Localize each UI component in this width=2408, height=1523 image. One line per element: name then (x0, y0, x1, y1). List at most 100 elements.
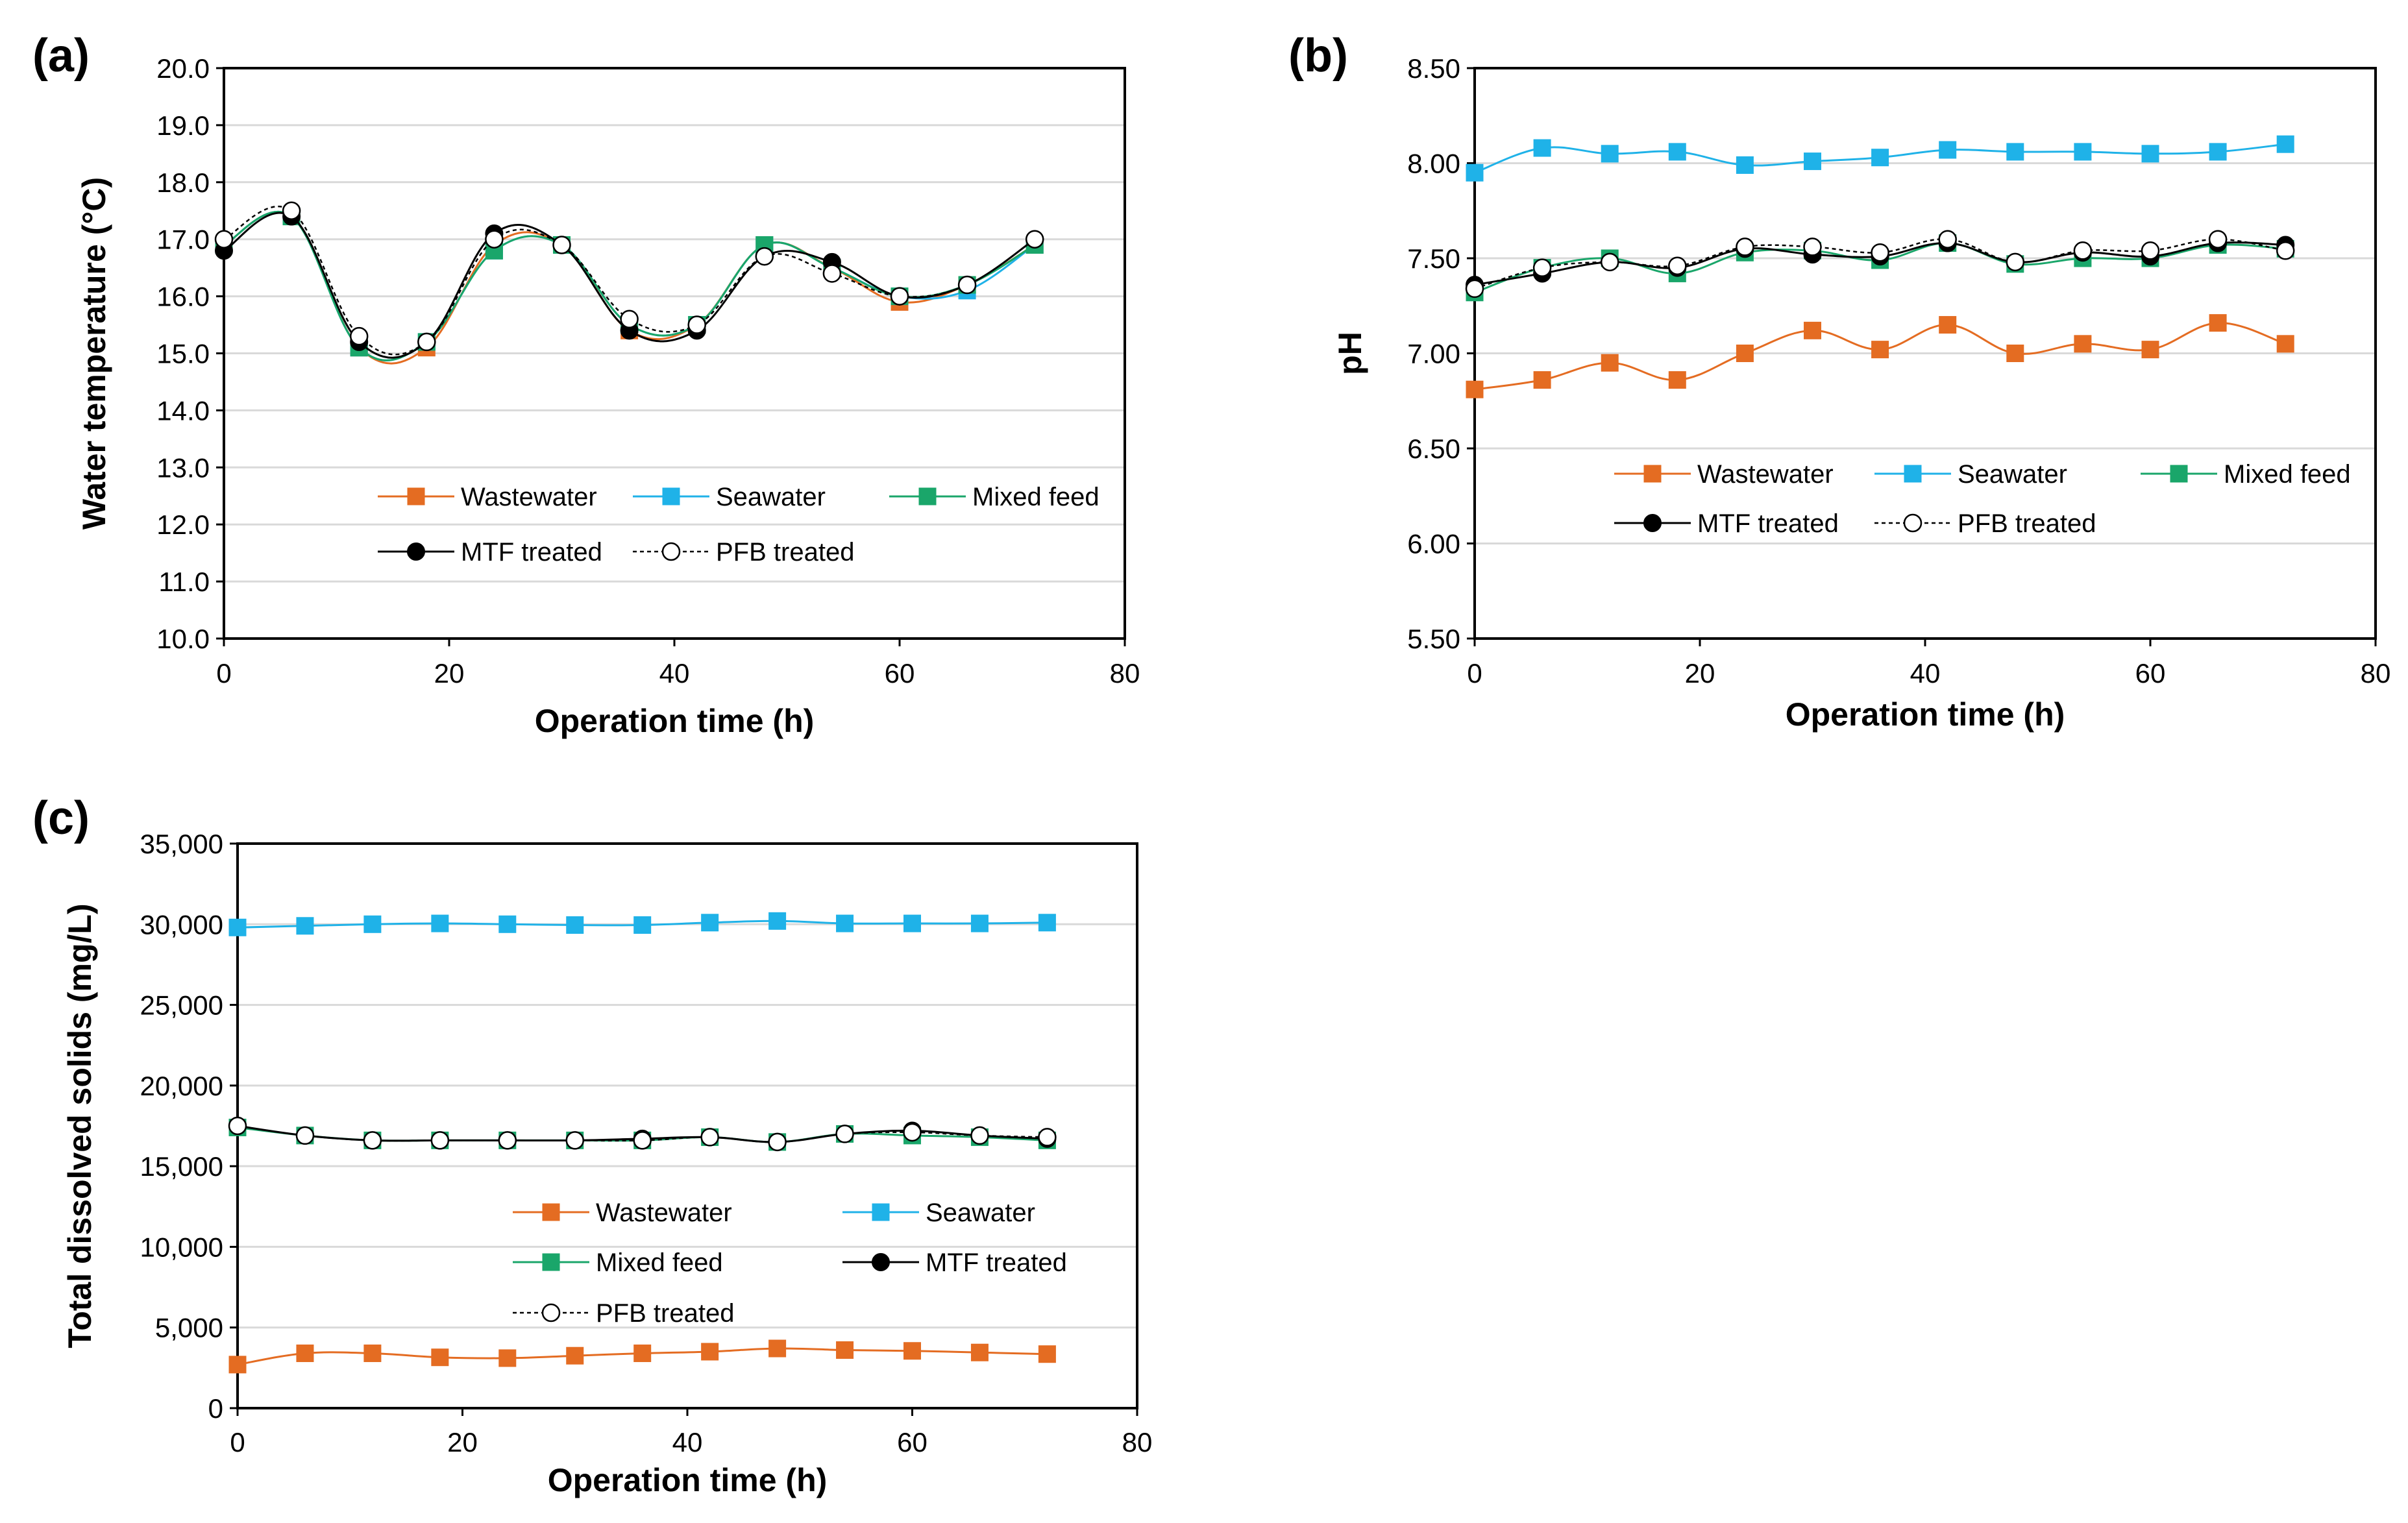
y-axis-title: Total dissolved solids (mg/L) (62, 903, 98, 1348)
data-point-wastewater (431, 1348, 449, 1367)
data-point-seawater (1736, 156, 1754, 174)
x-tick-label: 60 (885, 658, 915, 688)
data-point-wastewater (1736, 345, 1754, 362)
data-point-seawater (1804, 152, 1821, 171)
legend-marker (542, 1203, 560, 1221)
legend-item-mtf-treated: MTF treated (842, 1249, 1067, 1277)
x-axis-title: Operation time (h) (548, 1462, 828, 1498)
y-tick-label: 15,000 (140, 1151, 223, 1182)
x-tick-label: 0 (230, 1427, 245, 1457)
legend-marker (872, 1203, 890, 1221)
legend-label: MTF treated (1697, 509, 1839, 538)
data-point-pfb-treated (417, 332, 436, 352)
legend-item-seawater: Seawater (633, 483, 826, 511)
data-point-wastewater (2141, 341, 2159, 359)
data-point-seawater (1533, 139, 1551, 157)
data-point-pfb-treated (363, 1131, 382, 1150)
y-tick-label: 17.0 (156, 225, 210, 255)
data-point-seawater (228, 918, 247, 936)
data-point-pfb-treated (2141, 241, 2160, 260)
panel-label: (a) (32, 30, 90, 82)
x-axis-title: Operation time (h) (535, 703, 815, 739)
legend-label: Mixed feed (972, 483, 1100, 511)
legend-item-pfb-treated: PFB treated (513, 1299, 734, 1328)
data-point-pfb-treated (768, 1132, 787, 1152)
data-point-pfb-treated (755, 247, 774, 266)
data-point-seawater (431, 914, 449, 932)
legend-label: Seawater (926, 1199, 1035, 1227)
legend-label: PFB treated (1958, 509, 2096, 538)
data-point-pfb-treated (2006, 252, 2025, 272)
data-point-seawater (1466, 164, 1484, 182)
y-tick-label: 10,000 (140, 1232, 223, 1262)
data-point-seawater (2074, 143, 2092, 161)
data-point-pfb-treated (2276, 241, 2295, 260)
legend-marker (2170, 465, 2188, 483)
data-point-pfb-treated (282, 201, 301, 220)
data-point-wastewater (1601, 354, 1619, 372)
chart-panel-b: (b) 5.50 6.00 6.50 7.00 7.50 8.00 8.50 0 20 40 60 80… (1288, 30, 2390, 733)
data-point-wastewater (1668, 371, 1686, 389)
legend-label: Mixed feed (2224, 460, 2351, 489)
data-point-pfb-treated (620, 310, 639, 329)
data-point-wastewater (768, 1339, 787, 1358)
y-tick-label: 7.00 (1407, 339, 1460, 369)
data-point-seawater (633, 916, 652, 934)
data-point-wastewater (566, 1346, 584, 1365)
panel-label: (c) (32, 792, 90, 844)
x-tick-label: 40 (1910, 658, 1941, 688)
data-point-seawater (1038, 914, 1056, 932)
legend-marker (407, 487, 425, 506)
data-point-pfb-treated (957, 275, 977, 295)
data-point-wastewater (701, 1343, 719, 1361)
data-point-pfb-treated (552, 236, 571, 254)
series-pfb-treated (228, 1116, 1057, 1152)
series-wastewater (228, 1339, 1056, 1374)
legend-label: PFB treated (716, 538, 854, 567)
y-tick-label: 20.0 (156, 53, 210, 84)
data-point-wastewater (970, 1343, 989, 1361)
y-tick-label: 5.50 (1407, 624, 1460, 654)
x-tick-label: 20 (434, 658, 465, 688)
data-point-seawater (1601, 145, 1619, 163)
data-point-pfb-treated (228, 1116, 247, 1136)
data-point-pfb-treated (498, 1131, 517, 1150)
y-tick-label: 6.50 (1407, 433, 1460, 464)
data-point-pfb-treated (903, 1123, 922, 1142)
data-point-pfb-treated (1600, 252, 1619, 272)
data-point-pfb-treated (214, 230, 234, 249)
data-point-pfb-treated (970, 1126, 989, 1145)
series-mtf-treated (215, 207, 1044, 359)
series-wastewater (215, 208, 1044, 365)
series-seawater (228, 912, 1056, 936)
data-point-wastewater (1804, 321, 1821, 339)
legend-item-mtf-treated: MTF treated (378, 538, 602, 567)
legend-label: MTF treated (461, 538, 602, 567)
legend: Wastewater Seawater Mixed feed MTF treated P… (378, 483, 1100, 567)
data-point-pfb-treated (835, 1125, 854, 1143)
data-point-seawater (1668, 143, 1686, 161)
series-line-wastewater (223, 210, 1035, 365)
x-tick-label: 20 (447, 1427, 478, 1457)
series-wastewater (1466, 314, 2294, 398)
x-tick-label: 80 (2361, 658, 2391, 688)
legend-marker (1904, 465, 1922, 483)
y-tick-label: 18.0 (156, 167, 210, 198)
x-tick-label: 40 (672, 1427, 703, 1457)
legend-label: Mixed feed (596, 1249, 723, 1277)
data-point-wastewater (2276, 335, 2294, 353)
data-point-wastewater (903, 1342, 921, 1360)
legend-marker (918, 487, 937, 506)
legend-item-pfb-treated: PFB treated (633, 538, 854, 567)
series-pfb-treated (214, 201, 1044, 356)
y-tick-label: 25,000 (140, 990, 223, 1021)
y-axis-title: Water temperature (°C) (76, 177, 112, 530)
plot-frame (223, 67, 1126, 640)
data-point-pfb-treated (1736, 238, 1754, 256)
data-point-pfb-treated (633, 1131, 652, 1150)
legend-label: Seawater (1958, 460, 2067, 489)
x-tick-label: 20 (1685, 658, 1715, 688)
data-point-pfb-treated (565, 1131, 584, 1150)
y-tick-label: 16.0 (156, 282, 210, 312)
data-point-pfb-treated (1871, 243, 1889, 262)
